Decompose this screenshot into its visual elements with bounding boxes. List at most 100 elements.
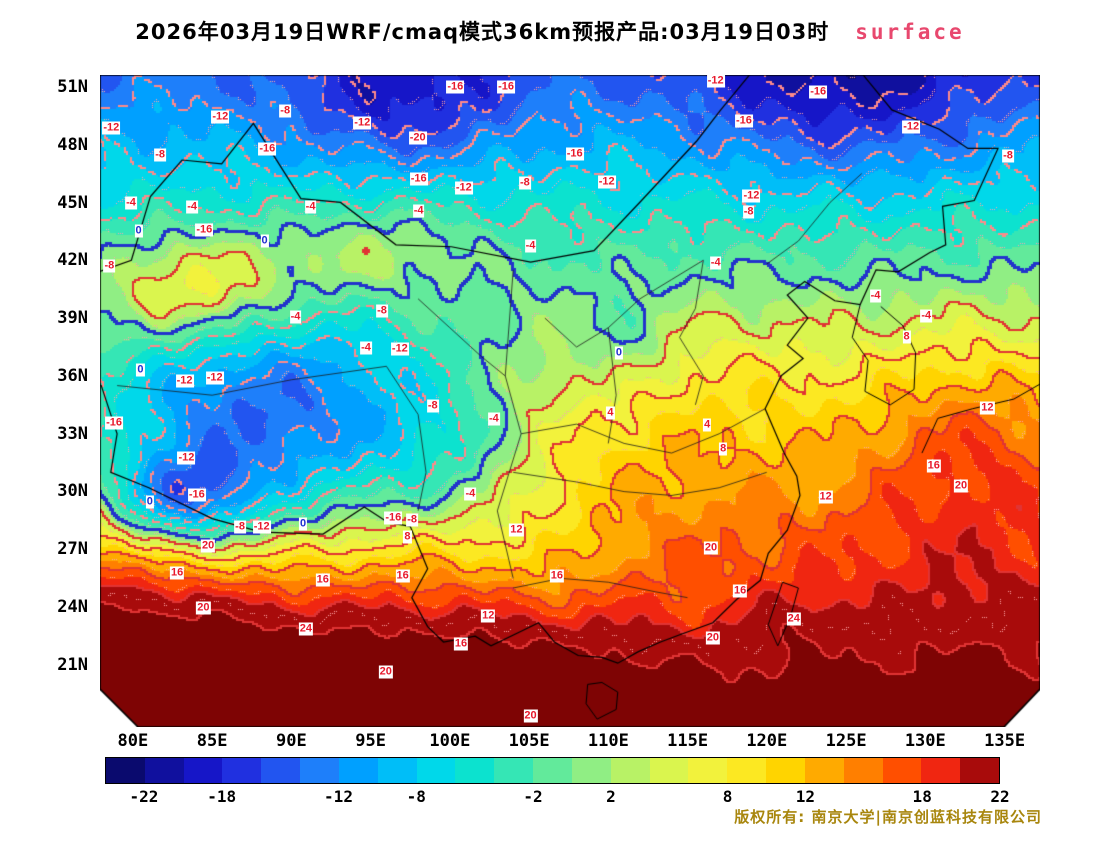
contour-value-label: -12 — [454, 181, 473, 195]
contour-value-label: -8 — [279, 104, 292, 118]
lat-tick-label: 42N — [57, 250, 88, 271]
contour-value-label: 12 — [980, 401, 995, 415]
lon-tick-label: 130E — [904, 731, 946, 751]
contour-value-label: -12 — [205, 371, 224, 385]
contour-value-label: -12 — [390, 342, 409, 356]
colorbar-cell — [882, 758, 922, 783]
colorbar-labels: -22 -18 -12 -8 -2 2 8 12 18 22 — [105, 787, 1009, 809]
page-title: 2026年03月19日WRF/cmaq模式36km预报产品:03月19日03时 s… — [0, 16, 1100, 46]
contour-value-label: -4 — [920, 309, 933, 323]
contour-value-label: 8 — [902, 330, 911, 344]
colorbar-tick-label: -12 — [324, 787, 353, 806]
lon-tick-label: 80E — [117, 731, 149, 751]
colorbar-cell — [766, 758, 805, 783]
contour-value-label: -8 — [518, 176, 531, 190]
colorbar-tick-label: -18 — [207, 787, 237, 806]
contour-value-label: -16 — [446, 80, 465, 94]
colorbar-cell — [455, 758, 495, 783]
colorbar-cell — [921, 758, 961, 783]
contour-value-label: -12 — [742, 189, 761, 203]
contour-value-label: -4 — [186, 200, 198, 214]
colorbar-cell — [261, 758, 301, 783]
contour-value-label: 16 — [169, 566, 185, 580]
contour-value-label: 20 — [196, 601, 211, 615]
colorbar-cell — [222, 758, 262, 783]
contour-value-label: 20 — [705, 631, 720, 645]
colorbar-tick-label: -8 — [406, 787, 426, 806]
contour-value-label: -16 — [105, 416, 124, 430]
contour-labels-layer: -16 -16 -12 -16 -12 -12 -12 -8 -12 -20 -16 -8 -16 -16… — [100, 74, 1040, 727]
lat-tick-label: 33N — [57, 423, 88, 444]
contour-value-label: 0 — [134, 224, 143, 238]
contour-value-label: -12 — [902, 120, 921, 134]
contour-value-label: -16 — [565, 147, 584, 161]
contour-value-label: 8 — [403, 530, 412, 544]
lon-tick-label: 105E — [508, 731, 550, 751]
lon-tick-label: 95E — [355, 731, 386, 751]
latitude-axis: 51N 48N 45N 42N 39N 36N 33N 30N 27N 24N 21N — [0, 75, 94, 727]
colorbar-tick-label: 18 — [912, 787, 932, 806]
contour-value-label: 16 — [926, 459, 941, 473]
contour-value-label: -8 — [234, 520, 246, 534]
contour-value-label: -20 — [408, 131, 427, 145]
contour-value-label: -4 — [360, 341, 372, 355]
contour-value-label: -4 — [464, 487, 477, 501]
contour-value-label: 4 — [606, 406, 615, 420]
contour-value-label: -4 — [709, 256, 722, 270]
title-surface-tag: surface — [855, 20, 965, 44]
colorbar-tick-label: -22 — [129, 787, 159, 806]
contour-value-label: 24 — [298, 622, 313, 636]
contour-value-label: 20 — [200, 539, 216, 553]
colorbar-cell — [494, 758, 534, 783]
contour-value-label: 16 — [733, 584, 748, 598]
lat-tick-label: 51N — [57, 77, 88, 97]
contour-value-label: 16 — [315, 573, 330, 587]
contour-value-label: 24 — [786, 612, 801, 626]
contour-value-label: -4 — [412, 204, 425, 218]
contour-value-label: -16 — [809, 85, 828, 99]
lon-tick-label: 90E — [276, 731, 307, 751]
lat-tick-label: 21N — [57, 654, 88, 675]
colorbar-cell — [571, 758, 611, 783]
contour-value-label: -8 — [742, 205, 755, 219]
contour-value-label: -4 — [869, 289, 882, 303]
colorbar-tick-label: 2 — [606, 787, 616, 806]
contour-value-label: 0 — [145, 495, 154, 509]
colorbar-cell — [338, 758, 378, 783]
colorbar-cell — [804, 758, 844, 783]
lon-tick-label: 100E — [429, 731, 471, 751]
contour-value-label: -12 — [597, 175, 616, 189]
colorbar-cell — [106, 758, 145, 783]
contour-value-label: -12 — [102, 121, 121, 135]
temperature-field-canvas — [100, 75, 1040, 727]
contour-value-label: -12 — [706, 74, 725, 88]
contour-value-label: -4 — [125, 196, 137, 210]
lon-tick-label: 115E — [667, 731, 709, 751]
contour-value-label: -8 — [103, 259, 116, 273]
contour-value-label: -12 — [175, 374, 194, 388]
contour-value-label: -8 — [154, 148, 167, 162]
colorbar-cell — [649, 758, 689, 783]
contour-value-label: -16 — [409, 172, 428, 186]
colorbar-tick-label: 12 — [795, 787, 816, 806]
contour-value-label: -16 — [497, 80, 516, 94]
contour-value-label: 4 — [703, 418, 712, 432]
contour-value-label: -16 — [187, 488, 206, 502]
contour-value-label: 0 — [260, 234, 269, 248]
map-plot-area: -16 -16 -12 -16 -12 -12 -12 -8 -12 -20 -16 -8 -16 -16… — [100, 74, 1040, 727]
colorbar-cell — [960, 758, 1000, 783]
lon-tick-label: 135E — [984, 731, 1026, 751]
contour-value-label: -16 — [258, 142, 277, 156]
contour-value-label: -16 — [384, 511, 403, 525]
contour-value-label: -4 — [524, 239, 537, 253]
colorbar-cell — [144, 758, 184, 783]
contour-value-label: -12 — [211, 110, 230, 124]
lon-tick-label: 85E — [196, 731, 228, 751]
lat-tick-label: 36N — [57, 365, 88, 386]
lon-tick-label: 110E — [587, 731, 629, 751]
colorbar-cell — [727, 758, 767, 783]
contour-value-label: 0 — [298, 517, 308, 531]
longitude-axis: 80E 85E 90E 95E 100E 105E 110E 115E 120E 125E 130E… — [100, 731, 1040, 753]
contour-value-label: 20 — [523, 709, 538, 723]
